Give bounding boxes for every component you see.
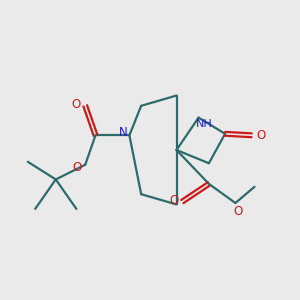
Text: O: O — [234, 205, 243, 218]
Text: O: O — [72, 161, 82, 174]
Text: O: O — [72, 98, 81, 111]
Text: NH: NH — [196, 119, 212, 129]
Text: O: O — [169, 194, 178, 207]
Text: O: O — [256, 129, 266, 142]
Text: N: N — [118, 126, 127, 140]
